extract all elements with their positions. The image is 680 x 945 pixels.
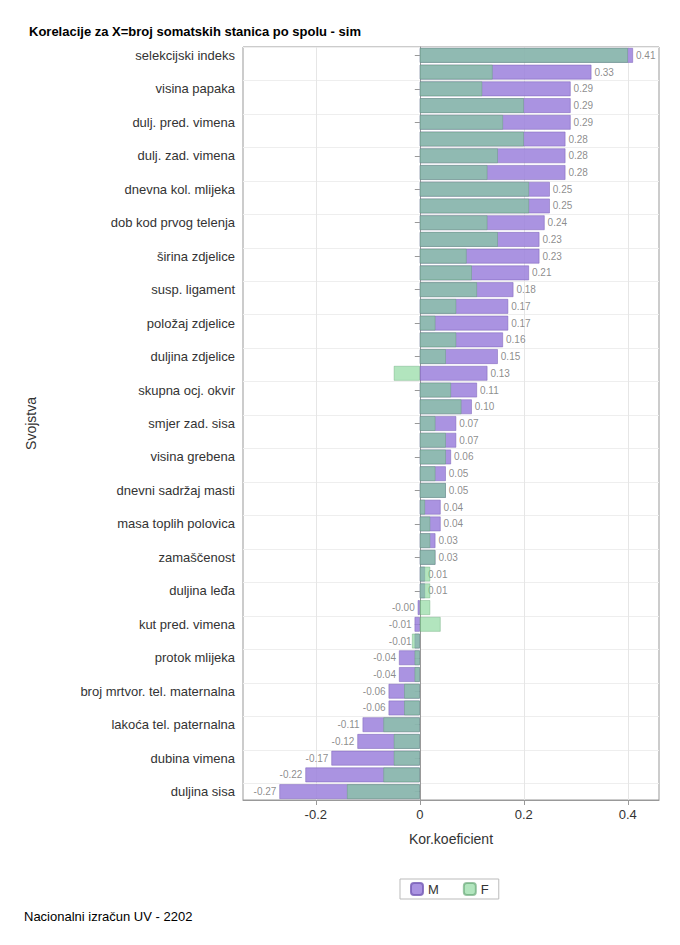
svg-text:-0.22: -0.22 — [280, 769, 303, 780]
svg-text:dulj. zad. vimena: dulj. zad. vimena — [137, 148, 235, 163]
svg-text:0: 0 — [416, 807, 423, 822]
svg-text:0.2: 0.2 — [515, 807, 533, 822]
svg-text:0.25: 0.25 — [553, 184, 573, 195]
svg-text:Korelacije za X=broj somatskih: Korelacije za X=broj somatskih stanica p… — [29, 24, 361, 39]
svg-text:0.11: 0.11 — [480, 385, 499, 396]
svg-text:dubina vimena: dubina vimena — [150, 751, 235, 766]
svg-text:-0.11: -0.11 — [338, 719, 360, 730]
svg-text:-0.00: -0.00 — [392, 602, 415, 613]
svg-text:Svojstva: Svojstva — [23, 397, 39, 450]
svg-text:skupna ocj. okvir: skupna ocj. okvir — [138, 383, 235, 398]
svg-text:protok mlijeka: protok mlijeka — [155, 650, 236, 665]
svg-text:0.05: 0.05 — [449, 485, 469, 496]
svg-text:0.21: 0.21 — [532, 267, 552, 278]
svg-text:selekcijski indeks: selekcijski indeks — [135, 48, 235, 63]
svg-text:Kor.koeficient: Kor.koeficient — [409, 831, 493, 847]
svg-text:0.41: 0.41 — [636, 50, 656, 61]
svg-text:0.18: 0.18 — [516, 284, 536, 295]
svg-text:0.10: 0.10 — [475, 401, 495, 412]
svg-text:smjer zad. sisa: smjer zad. sisa — [148, 416, 235, 431]
svg-text:0.23: 0.23 — [542, 251, 562, 262]
svg-text:dnevna kol. mlijeka: dnevna kol. mlijeka — [124, 182, 235, 197]
svg-text:položaj zdjelice: položaj zdjelice — [147, 316, 235, 331]
svg-text:0.28: 0.28 — [568, 134, 588, 145]
svg-text:0.17: 0.17 — [511, 301, 531, 312]
svg-text:masa toplih polovica: masa toplih polovica — [117, 516, 236, 531]
svg-text:0.07: 0.07 — [459, 418, 479, 429]
svg-text:0.01: 0.01 — [428, 569, 448, 580]
svg-text:kut pred. vimena: kut pred. vimena — [139, 617, 236, 632]
svg-text:-0.06: -0.06 — [363, 702, 386, 713]
svg-text:-0.17: -0.17 — [306, 753, 329, 764]
svg-text:lakoća tel. paternalna: lakoća tel. paternalna — [111, 717, 235, 732]
svg-text:0.24: 0.24 — [548, 217, 568, 228]
svg-text:0.17: 0.17 — [511, 318, 531, 329]
svg-text:0.29: 0.29 — [574, 100, 594, 111]
svg-text:širina zdjelice: širina zdjelice — [157, 249, 235, 264]
svg-text:broj mrtvor. tel. maternalna: broj mrtvor. tel. maternalna — [80, 684, 235, 699]
svg-text:0.16: 0.16 — [506, 334, 526, 345]
svg-text:0.03: 0.03 — [438, 535, 458, 546]
svg-text:duljina zdjelice: duljina zdjelice — [150, 349, 235, 364]
svg-text:susp. ligament: susp. ligament — [151, 282, 235, 297]
svg-text:dulj. pred. vimena: dulj. pred. vimena — [132, 115, 235, 130]
svg-text:Nacionalni izračun UV - 2202: Nacionalni izračun UV - 2202 — [24, 909, 192, 924]
svg-text:0.23: 0.23 — [542, 234, 562, 245]
svg-text:-0.01: -0.01 — [389, 619, 412, 630]
svg-text:0.01: 0.01 — [428, 585, 448, 596]
svg-text:duljina leđa: duljina leđa — [169, 583, 236, 598]
svg-text:0.05: 0.05 — [449, 468, 469, 479]
svg-text:-0.04: -0.04 — [373, 669, 396, 680]
svg-text:visina papaka: visina papaka — [156, 81, 236, 96]
svg-text:0.33: 0.33 — [594, 67, 614, 78]
svg-text:0.06: 0.06 — [454, 451, 474, 462]
svg-text:F: F — [481, 882, 489, 897]
svg-text:-0.04: -0.04 — [373, 652, 396, 663]
svg-text:-0.27: -0.27 — [254, 786, 277, 797]
svg-text:-0.2: -0.2 — [305, 807, 327, 822]
svg-text:0.29: 0.29 — [574, 117, 594, 128]
svg-text:0.13: 0.13 — [490, 368, 510, 379]
svg-text:dnevni sadržaj masti: dnevni sadržaj masti — [117, 483, 236, 498]
svg-text:0.04: 0.04 — [444, 518, 464, 529]
svg-text:0.25: 0.25 — [553, 200, 573, 211]
svg-text:0.03: 0.03 — [438, 552, 458, 563]
svg-text:0.07: 0.07 — [459, 435, 479, 446]
svg-text:0.4: 0.4 — [619, 807, 637, 822]
svg-text:M: M — [428, 882, 439, 897]
svg-text:0.28: 0.28 — [568, 150, 588, 161]
svg-text:zamaščenost: zamaščenost — [158, 550, 235, 565]
svg-text:duljina sisa: duljina sisa — [171, 784, 236, 799]
svg-text:0.28: 0.28 — [568, 167, 588, 178]
svg-text:dob kod prvog telenja: dob kod prvog telenja — [111, 215, 236, 230]
svg-text:-0.12: -0.12 — [332, 736, 355, 747]
svg-text:0.15: 0.15 — [501, 351, 521, 362]
svg-text:0.04: 0.04 — [444, 502, 464, 513]
svg-text:0.29: 0.29 — [574, 83, 594, 94]
svg-text:-0.06: -0.06 — [363, 686, 386, 697]
svg-text:-0.01: -0.01 — [389, 636, 412, 647]
svg-text:visina grebena: visina grebena — [150, 449, 235, 464]
